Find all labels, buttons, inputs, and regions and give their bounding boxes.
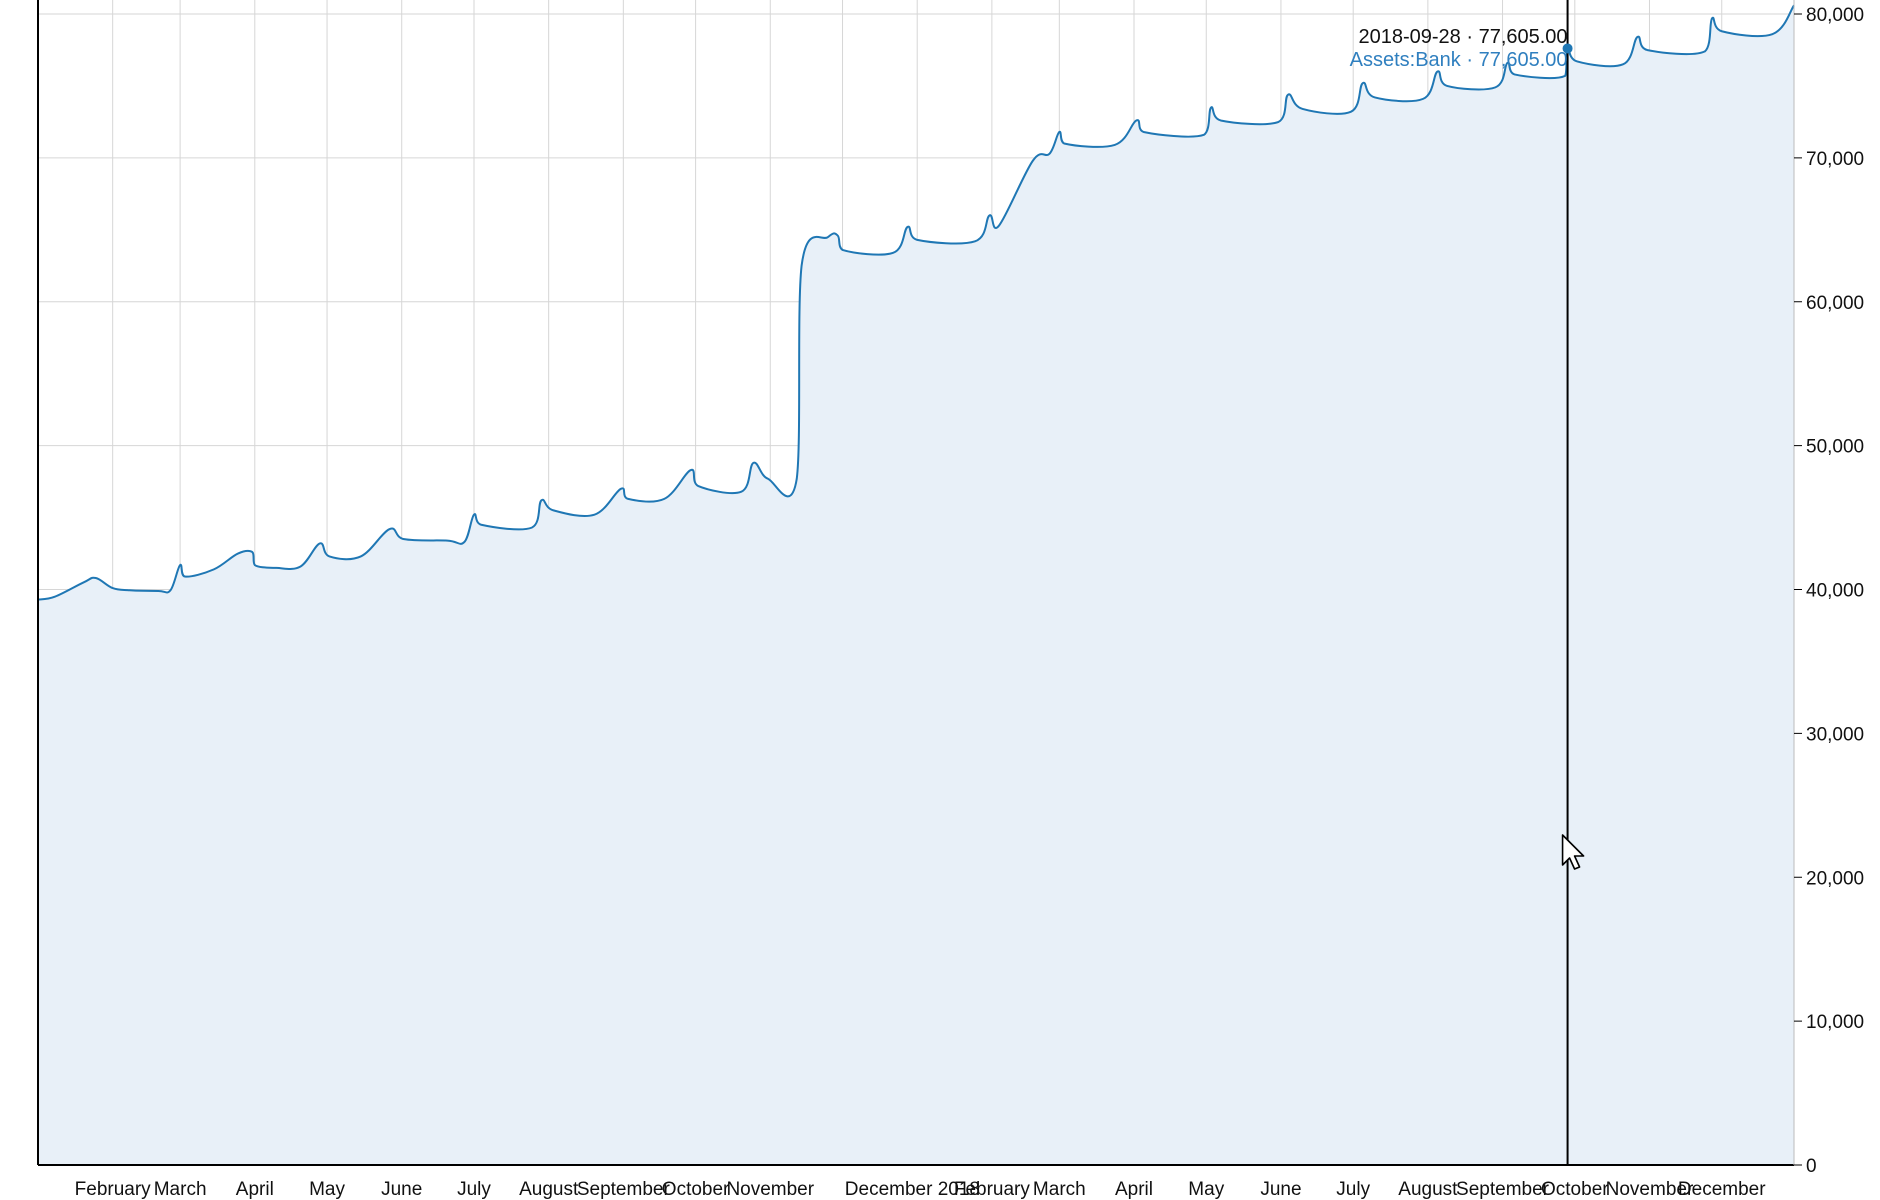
x-tick-label: May bbox=[1188, 1179, 1224, 1200]
x-axis-ticks: February March April May June July AugustSepte… bbox=[75, 1179, 1767, 1200]
hover-point bbox=[1562, 43, 1573, 54]
x-tick-label: March bbox=[154, 1179, 207, 1200]
mouse-cursor-icon bbox=[1561, 834, 1585, 870]
x-tick-label: December 2018 bbox=[845, 1179, 980, 1200]
x-tick-label: May bbox=[309, 1179, 345, 1200]
x-tick-label: April bbox=[1115, 1179, 1153, 1200]
y-tick-label: 30,000 bbox=[1806, 724, 1864, 745]
x-tick-label: November bbox=[1606, 1179, 1694, 1200]
tooltip: 2018-09-28 · 77,605.00 Assets:Bank · 77,… bbox=[1350, 26, 1568, 71]
y-tick-label: 80,000 bbox=[1806, 5, 1864, 26]
x-tick-label: September bbox=[577, 1179, 671, 1200]
y-axis-ticks: 0 10,000 20,000 30,000 40,000 50,000 60,000 70,… bbox=[1794, 5, 1864, 1177]
y-tick-label: 10,000 bbox=[1806, 1012, 1864, 1033]
series-line-assets-bank bbox=[37, 4, 1795, 601]
x-tick-label: February bbox=[75, 1179, 152, 1200]
x-tick-label: April bbox=[236, 1179, 274, 1200]
x-tick-label: November bbox=[726, 1179, 814, 1200]
series-area-assets-bank bbox=[38, 5, 1794, 1165]
y-tick-label: 20,000 bbox=[1806, 868, 1864, 889]
x-tick-label: March bbox=[1033, 1179, 1086, 1200]
x-tick-label: August bbox=[519, 1179, 579, 1200]
y-tick-label: 40,000 bbox=[1806, 581, 1864, 602]
x-tick-label: August bbox=[1398, 1179, 1458, 1200]
x-tick-label: October bbox=[1541, 1179, 1609, 1200]
x-tick-label: October bbox=[662, 1179, 730, 1200]
x-tick-label: December bbox=[1678, 1179, 1766, 1200]
tooltip-date-total: 2018-09-28 · 77,605.00 bbox=[1359, 26, 1568, 48]
y-tick-label: 0 bbox=[1806, 1156, 1817, 1177]
x-tick-label: June bbox=[1260, 1179, 1301, 1200]
x-tick-label: February bbox=[954, 1179, 1031, 1200]
x-tick-label: June bbox=[381, 1179, 422, 1200]
y-tick-label: 50,000 bbox=[1806, 437, 1864, 458]
y-tick-label: 60,000 bbox=[1806, 293, 1864, 314]
y-tick-label: 70,000 bbox=[1806, 149, 1864, 170]
x-tick-label: September bbox=[1456, 1179, 1550, 1200]
tooltip-series-value: Assets:Bank · 77,605.00 bbox=[1350, 49, 1568, 71]
x-tick-label: July bbox=[1336, 1179, 1370, 1200]
axes bbox=[37, 0, 1795, 1166]
x-tick-label: July bbox=[457, 1179, 491, 1200]
